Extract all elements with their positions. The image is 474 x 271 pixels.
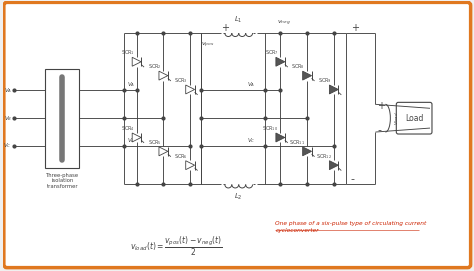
Text: -: - (377, 125, 382, 135)
Text: $v_{load}$: $v_{load}$ (393, 111, 401, 125)
Text: SCR$_2$: SCR$_2$ (148, 62, 162, 71)
Text: SCR$_3$: SCR$_3$ (174, 76, 188, 85)
Bar (46, 69, 79, 168)
Polygon shape (159, 71, 168, 80)
Text: $v_{pos}$: $v_{pos}$ (201, 41, 214, 50)
Text: SCR$_9$: SCR$_9$ (318, 76, 332, 85)
Polygon shape (329, 85, 338, 94)
Text: $V_C$: $V_C$ (3, 141, 12, 150)
FancyBboxPatch shape (396, 102, 432, 134)
Text: $L_2$: $L_2$ (235, 191, 243, 202)
Polygon shape (132, 133, 141, 142)
Polygon shape (276, 133, 285, 142)
Text: +: + (377, 101, 385, 111)
FancyBboxPatch shape (4, 2, 471, 268)
Text: $V_C$: $V_C$ (127, 136, 135, 145)
Text: SCR$_5$: SCR$_5$ (147, 138, 162, 147)
Text: SCR$_{11}$: SCR$_{11}$ (289, 138, 305, 147)
Polygon shape (276, 57, 285, 66)
Polygon shape (186, 85, 195, 94)
Text: $V_A$: $V_A$ (4, 86, 12, 95)
Text: SCR$_6$: SCR$_6$ (174, 152, 188, 161)
Text: $v_{neg}$: $v_{neg}$ (277, 19, 291, 28)
Polygon shape (329, 161, 338, 170)
Text: SCR$_1$: SCR$_1$ (121, 49, 135, 57)
Text: $V_A$: $V_A$ (127, 80, 135, 89)
Text: SCR$_4$: SCR$_4$ (121, 124, 135, 133)
Text: $L_1$: $L_1$ (235, 15, 243, 25)
Text: $V_B$: $V_B$ (4, 114, 12, 123)
Text: SCR$_{10}$: SCR$_{10}$ (262, 124, 278, 133)
Text: Three-phase
isolation
transformer: Three-phase isolation transformer (46, 173, 79, 189)
Text: +: + (351, 23, 359, 33)
Text: One phase of a six-pulse type of circulating current
cycloconverter: One phase of a six-pulse type of circula… (275, 221, 427, 233)
Polygon shape (132, 57, 141, 66)
Text: SCR$_8$: SCR$_8$ (291, 62, 305, 71)
Text: $v_{load}(t) = \dfrac{v_{pos}(t) - v_{neg}(t)}{2}$: $v_{load}(t) = \dfrac{v_{pos}(t) - v_{ne… (130, 235, 223, 259)
Polygon shape (186, 161, 195, 170)
Polygon shape (303, 147, 311, 156)
Text: -: - (351, 175, 355, 185)
Text: SCR$_{12}$: SCR$_{12}$ (316, 152, 332, 161)
Text: $V_A$: $V_A$ (247, 80, 255, 89)
Text: SCR$_7$: SCR$_7$ (264, 49, 278, 57)
Polygon shape (303, 71, 311, 80)
Polygon shape (159, 147, 168, 156)
Text: Load: Load (405, 114, 423, 123)
Text: $V_C$: $V_C$ (247, 136, 255, 145)
Text: +: + (221, 23, 229, 33)
